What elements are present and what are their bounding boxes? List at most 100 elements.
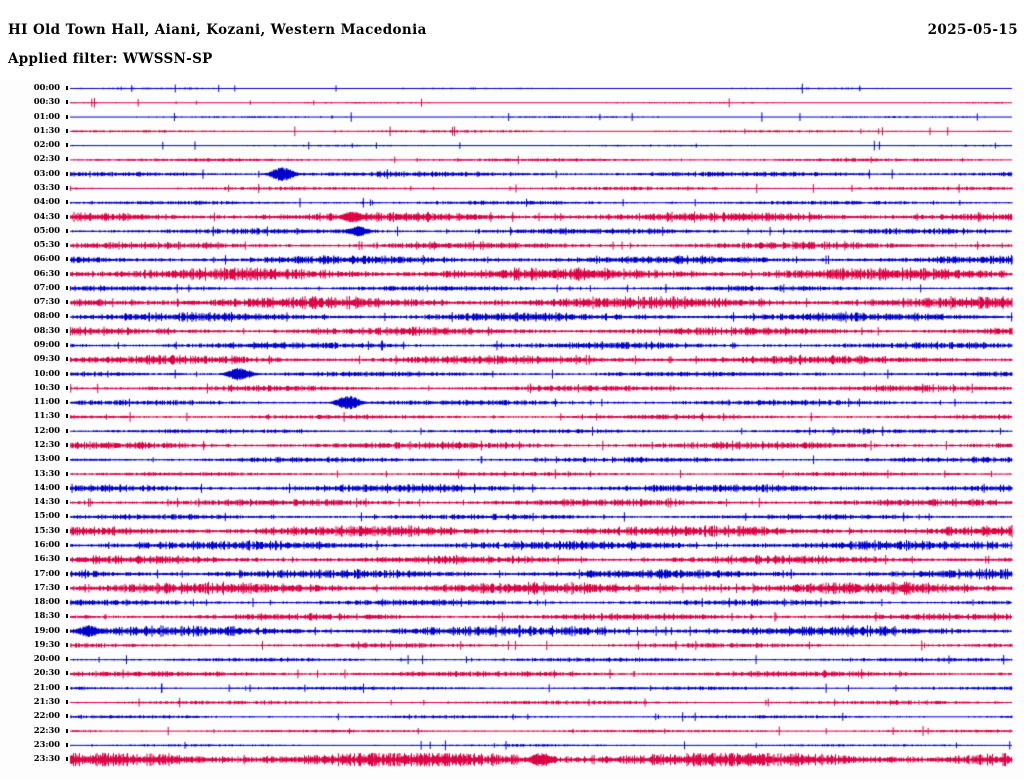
axis-tick bbox=[66, 657, 68, 662]
axis-tick bbox=[66, 714, 68, 719]
axis-tick bbox=[66, 557, 68, 562]
time-label: 14:30 bbox=[33, 497, 60, 508]
axis-tick bbox=[66, 443, 68, 447]
time-label: 18:00 bbox=[33, 597, 60, 608]
time-label: 05:30 bbox=[33, 240, 60, 251]
axis-tick bbox=[66, 642, 68, 647]
time-label: 17:00 bbox=[33, 568, 60, 579]
axis-tick bbox=[66, 128, 68, 133]
axis-tick bbox=[66, 171, 68, 176]
time-label: 10:30 bbox=[33, 382, 60, 393]
record-date: 2025-05-15 bbox=[927, 22, 1018, 38]
time-label: 11:30 bbox=[33, 411, 60, 422]
axis-tick bbox=[66, 457, 68, 462]
axis-tick bbox=[66, 357, 68, 362]
axis-tick bbox=[66, 228, 68, 233]
page-title: HI Old Town Hall, Aiani, Kozani, Western… bbox=[8, 22, 427, 38]
time-label: 12:30 bbox=[33, 440, 60, 450]
time-label: 22:00 bbox=[33, 711, 60, 722]
axis-tick bbox=[66, 385, 68, 390]
time-label: 19:00 bbox=[33, 625, 60, 636]
axis-tick bbox=[66, 400, 68, 405]
axis-tick bbox=[66, 143, 68, 148]
time-label: 09:30 bbox=[33, 354, 60, 365]
time-label: 00:00 bbox=[33, 83, 60, 93]
time-label: 15:30 bbox=[33, 525, 60, 536]
time-label: 03:00 bbox=[33, 168, 60, 179]
axis-tick bbox=[66, 614, 68, 619]
axis-tick bbox=[66, 200, 68, 205]
time-label: 02:30 bbox=[33, 154, 60, 165]
axis-tick bbox=[66, 257, 68, 262]
axis-tick bbox=[66, 728, 68, 733]
axis-tick bbox=[66, 414, 68, 419]
axis-tick bbox=[66, 428, 68, 433]
time-label: 23:30 bbox=[33, 754, 60, 765]
axis-tick bbox=[66, 700, 68, 705]
axis-tick bbox=[66, 285, 68, 290]
axis-tick bbox=[66, 271, 68, 276]
seismogram-traces-canvas bbox=[0, 80, 1024, 780]
axis-tick bbox=[66, 514, 68, 519]
time-label: 05:00 bbox=[33, 225, 60, 236]
time-label: 20:00 bbox=[33, 654, 60, 665]
axis-tick bbox=[66, 343, 68, 348]
time-label: 01:30 bbox=[33, 125, 60, 136]
time-label: 13:30 bbox=[33, 468, 60, 479]
time-label: 06:00 bbox=[33, 254, 60, 265]
axis-tick bbox=[66, 757, 68, 762]
axis-tick bbox=[66, 86, 68, 90]
axis-tick bbox=[66, 528, 68, 533]
time-label: 21:30 bbox=[33, 697, 60, 708]
time-label: 15:00 bbox=[33, 511, 60, 522]
time-label: 14:00 bbox=[33, 482, 60, 493]
time-label: 16:30 bbox=[33, 554, 60, 565]
time-label: 03:30 bbox=[33, 182, 60, 193]
axis-tick bbox=[66, 157, 68, 162]
axis-tick bbox=[66, 243, 68, 248]
time-label: 07:00 bbox=[33, 282, 60, 293]
axis-tick bbox=[66, 100, 68, 105]
axis-tick bbox=[66, 214, 68, 219]
time-label: 19:30 bbox=[33, 639, 60, 650]
time-label: 02:00 bbox=[33, 140, 60, 151]
time-label: 08:00 bbox=[33, 311, 60, 322]
applied-filter-label: Applied filter: WWSSN-SP bbox=[8, 51, 213, 67]
time-label: 01:00 bbox=[33, 111, 60, 122]
axis-tick bbox=[66, 314, 68, 319]
time-label: 07:30 bbox=[33, 297, 60, 308]
axis-tick bbox=[66, 600, 68, 605]
time-label: 13:00 bbox=[33, 454, 60, 465]
time-label: 16:00 bbox=[33, 539, 60, 550]
time-label: 22:30 bbox=[33, 725, 60, 736]
axis-tick bbox=[66, 542, 68, 547]
time-label: 21:00 bbox=[33, 682, 60, 693]
axis-tick bbox=[66, 685, 68, 690]
time-label: 17:30 bbox=[33, 582, 60, 593]
time-label: 09:00 bbox=[33, 340, 60, 351]
time-label: 04:30 bbox=[33, 211, 60, 222]
time-label: 04:00 bbox=[33, 197, 60, 208]
axis-tick bbox=[66, 585, 68, 590]
axis-tick bbox=[66, 371, 68, 376]
time-label: 18:30 bbox=[33, 611, 60, 622]
axis-tick bbox=[66, 471, 68, 476]
time-label: 06:30 bbox=[33, 268, 60, 279]
helicorder-plot: 00:00 00:30 01:00 01:30 02:00 02:30 03:00 03:30… bbox=[0, 80, 1024, 780]
time-label: 08:30 bbox=[33, 325, 60, 336]
time-label: 10:00 bbox=[33, 368, 60, 379]
time-label: 23:00 bbox=[33, 739, 60, 750]
axis-tick bbox=[66, 300, 68, 305]
axis-tick bbox=[66, 185, 68, 190]
time-label: 11:00 bbox=[33, 397, 60, 408]
axis-tick bbox=[66, 671, 68, 676]
time-label: 12:00 bbox=[33, 425, 60, 436]
axis-tick bbox=[66, 742, 68, 747]
axis-tick bbox=[66, 485, 68, 490]
axis-tick bbox=[66, 571, 68, 576]
axis-tick bbox=[66, 328, 68, 333]
axis-tick bbox=[66, 500, 68, 505]
axis-tick bbox=[66, 628, 68, 633]
time-label: 00:30 bbox=[33, 97, 60, 108]
